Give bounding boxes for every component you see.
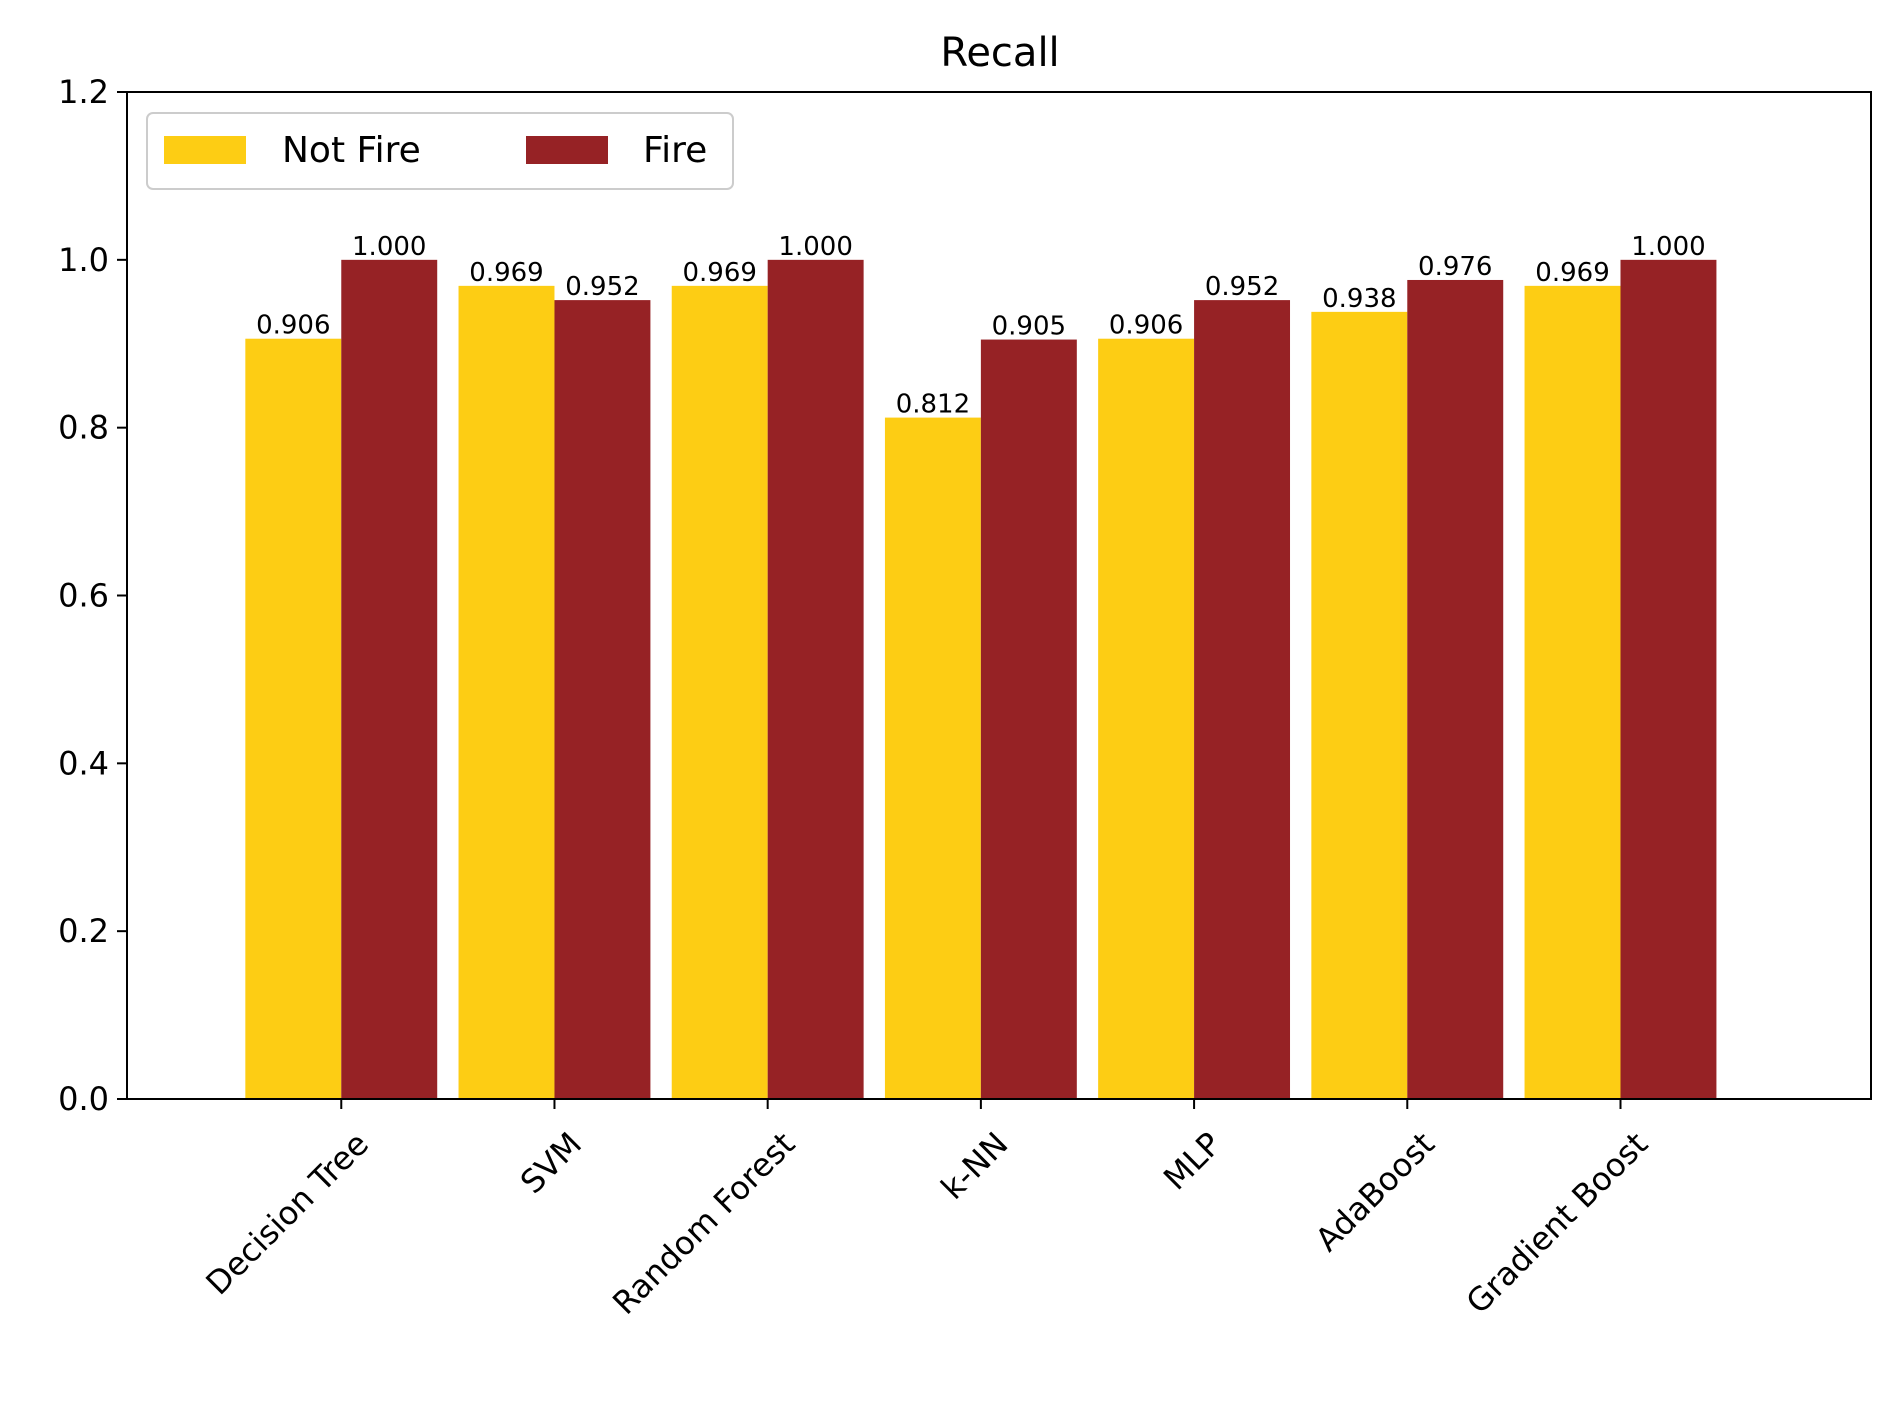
y-axis: 0.0 0.2 0.4 0.6 0.8 1.0 1.2 bbox=[58, 73, 127, 1118]
bar-not-fire-3 bbox=[884, 417, 981, 1099]
bar-value-label: 0.952 bbox=[565, 272, 639, 302]
bar-value-label: 1.000 bbox=[352, 232, 426, 262]
chart-title: Recall bbox=[940, 30, 1059, 76]
bar-fire-3 bbox=[980, 339, 1077, 1099]
bar-fire-5 bbox=[1407, 279, 1504, 1099]
bar-not-fire-5 bbox=[1311, 311, 1408, 1099]
bar-not-fire-4 bbox=[1098, 338, 1195, 1100]
y-tick-label: 0.6 bbox=[58, 577, 109, 615]
legend-swatch-fire bbox=[526, 136, 608, 164]
bar-value-label: 0.976 bbox=[1418, 252, 1492, 282]
bar-fire-6 bbox=[1620, 259, 1717, 1099]
y-tick-label: 1.2 bbox=[58, 73, 109, 111]
bar-value-label: 1.000 bbox=[1631, 232, 1705, 262]
bar-value-label: 0.905 bbox=[992, 312, 1066, 342]
bars-layer bbox=[245, 259, 1717, 1100]
bar-value-label: 0.906 bbox=[256, 311, 330, 341]
y-tick-label: 0.8 bbox=[58, 409, 109, 447]
bar-value-label: 1.000 bbox=[778, 232, 852, 262]
y-tick-label: 0.0 bbox=[58, 1080, 109, 1118]
bar-not-fire-6 bbox=[1524, 285, 1621, 1099]
y-tick-label: 1.0 bbox=[58, 241, 109, 279]
y-tick-label: 0.2 bbox=[58, 912, 109, 950]
bar-fire-1 bbox=[554, 300, 651, 1099]
legend-swatch-not-fire bbox=[164, 136, 246, 164]
bar-not-fire-1 bbox=[458, 285, 555, 1099]
legend-label-not-fire: Not Fire bbox=[282, 130, 421, 171]
legend: Not Fire Fire bbox=[146, 112, 734, 190]
bar-labels-layer: 0.906 0.969 0.969 0.812 0.906 0.938 0.969 1.000… bbox=[256, 232, 1706, 420]
bar-fire-2 bbox=[767, 259, 864, 1099]
bar-value-label: 0.969 bbox=[469, 258, 543, 288]
bar-value-label: 0.952 bbox=[1205, 272, 1279, 302]
legend-box bbox=[146, 112, 734, 190]
legend-label-fire: Fire bbox=[643, 130, 707, 171]
bar-not-fire-2 bbox=[671, 285, 768, 1099]
bar-value-label: 0.906 bbox=[1109, 311, 1183, 341]
y-tick-label: 0.4 bbox=[58, 744, 109, 782]
bar-fire-4 bbox=[1194, 300, 1291, 1099]
bar-value-label: 0.969 bbox=[1535, 258, 1609, 288]
bar-not-fire-0 bbox=[245, 338, 342, 1100]
bar-value-label: 0.812 bbox=[896, 390, 970, 420]
bar-value-label: 0.938 bbox=[1322, 284, 1396, 314]
bar-fire-0 bbox=[341, 259, 438, 1099]
bar-value-label: 0.969 bbox=[682, 258, 756, 288]
